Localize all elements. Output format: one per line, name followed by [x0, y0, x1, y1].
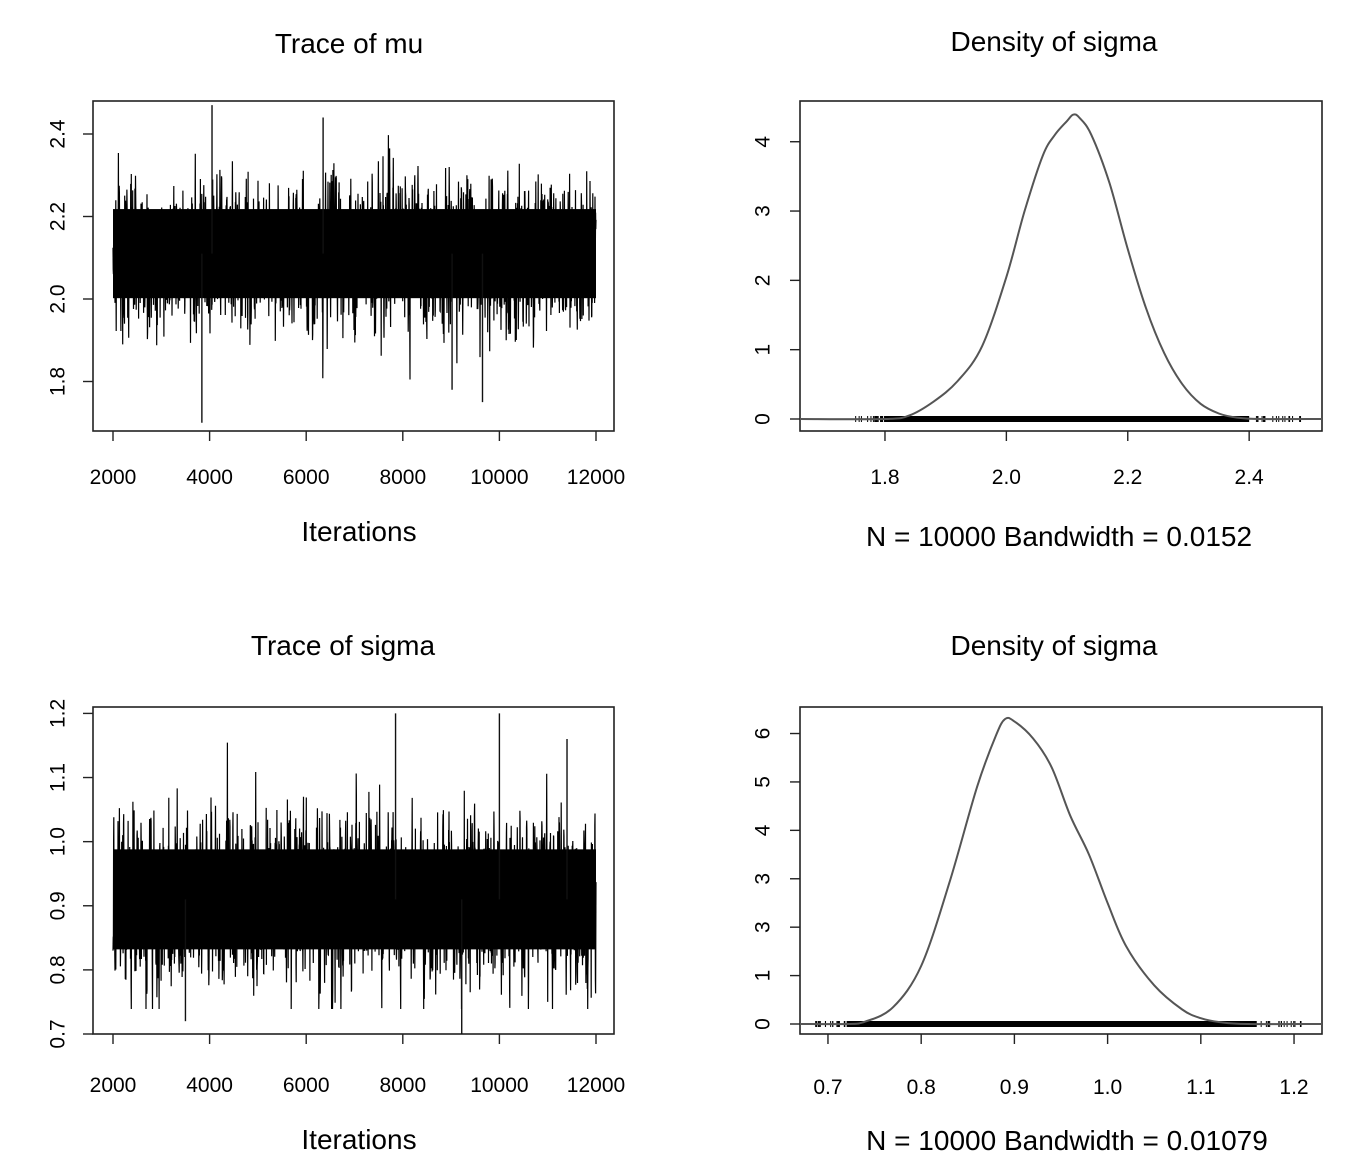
panel-density-top: Density of sigma 1.8 2.0 2.2 2.4 0 1 2 3 4 N = …: [751, 26, 1323, 552]
rug-band: [884, 416, 1250, 422]
density-series: [799, 716, 1323, 1027]
x-tick-label: 0.8: [907, 1076, 936, 1099]
y-tick-label: 4: [751, 136, 774, 148]
x-tick-label: 12000: [567, 466, 625, 489]
y-tick-label: 2: [751, 275, 774, 287]
x-axis-label: Iterations: [301, 1124, 416, 1155]
y-tick-label: 0.8: [46, 955, 69, 984]
x-tick-label: 10000: [470, 1074, 528, 1097]
y-tick-label: 0: [751, 413, 774, 425]
x-axis: 2000 4000 6000 8000 10000 12000: [90, 431, 625, 489]
x-tick-label: 10000: [470, 466, 528, 489]
x-tick-label: 1.8: [870, 466, 899, 489]
y-axis: 0 1 2 3 4: [751, 136, 800, 425]
y-tick-label: 2.4: [46, 119, 69, 149]
y-tick-label: 3: [751, 873, 774, 885]
x-axis: 0.7 0.8 0.9 1.0 1.1 1.2: [813, 1034, 1309, 1099]
x-tick-label: 1.2: [1279, 1076, 1308, 1099]
y-tick-label: 3: [751, 921, 774, 933]
trace-core: [113, 209, 596, 299]
chart-title: Density of sigma: [951, 630, 1158, 661]
density-curve: [799, 716, 1323, 1026]
x-tick-label: 12000: [567, 1074, 625, 1097]
x-tick-label: 2000: [90, 466, 137, 489]
y-tick-label: 1.2: [46, 699, 69, 728]
x-axis: 2000 4000 6000 8000 10000 12000: [90, 1034, 625, 1097]
density-series: [799, 113, 1323, 422]
panel-trace-mu: Trace of mu 2000 4000 6000 8000 10000 12000 1…: [46, 28, 625, 547]
x-tick-label: 8000: [379, 466, 426, 489]
x-tick-label: 0.7: [813, 1076, 842, 1099]
y-tick-label: 2.0: [46, 284, 69, 313]
y-tick-label: 5: [751, 776, 774, 788]
trace-core: [113, 849, 596, 950]
y-tick-label: 4: [751, 824, 774, 836]
plot-frame: [799, 706, 1323, 1035]
chart-title: Trace of sigma: [251, 630, 436, 661]
trace-series: [112, 713, 597, 1034]
chart-title: Density of sigma: [951, 26, 1158, 57]
plot-frame: [92, 706, 615, 1035]
y-axis: 0.7 0.8 0.9 1.0 1.1 1.2: [46, 699, 93, 1049]
x-tick-label: 2.2: [1113, 466, 1142, 489]
x-tick-label: 2.0: [992, 466, 1021, 489]
y-tick-label: 0.9: [46, 891, 69, 920]
panel-density-bottom: Density of sigma 0.7 0.8 0.9 1.0 1.1 1.2 0 1 3 3…: [751, 630, 1323, 1156]
y-tick-label: 6: [751, 728, 774, 740]
density-curve: [799, 113, 1323, 421]
y-tick-label: 1.1: [46, 763, 69, 792]
rug-marks: [855, 416, 1302, 422]
x-tick-label: 0.9: [1000, 1076, 1029, 1099]
panel-trace-sigma: Trace of sigma 2000 4000 6000 8000 10000 1200…: [46, 630, 625, 1155]
x-axis-label: N = 10000 Bandwidth = 0.0152: [866, 521, 1252, 552]
trace-series: [112, 105, 597, 423]
x-tick-label: 2.4: [1235, 466, 1265, 489]
plot-frame: [92, 100, 615, 432]
x-tick-label: 4000: [186, 466, 233, 489]
x-tick-label: 2000: [90, 1074, 137, 1097]
y-tick-label: 1.0: [46, 827, 69, 856]
x-axis-label: N = 10000 Bandwidth = 0.01079: [866, 1125, 1268, 1156]
x-tick-label: 6000: [283, 466, 330, 489]
x-tick-label: 1.0: [1093, 1076, 1122, 1099]
plot-frame: [799, 100, 1323, 432]
x-tick-label: 1.1: [1186, 1076, 1215, 1099]
x-tick-label: 8000: [379, 1074, 426, 1097]
x-axis: 1.8 2.0 2.2 2.4: [870, 431, 1264, 489]
x-axis-label: Iterations: [301, 516, 416, 547]
rug-band: [846, 1021, 1257, 1027]
x-tick-label: 4000: [186, 1074, 233, 1097]
chart-title: Trace of mu: [275, 28, 423, 59]
y-axis: 1.8 2.0 2.2 2.4: [46, 119, 93, 396]
y-tick-label: 0: [751, 1018, 774, 1030]
y-tick-label: 2.2: [46, 202, 69, 231]
y-tick-label: 1.8: [46, 367, 69, 396]
y-tick-label: 0.7: [46, 1019, 69, 1048]
y-axis: 0 1 3 3 4 5 6: [751, 728, 800, 1030]
y-tick-label: 1: [751, 344, 774, 356]
y-tick-label: 1: [751, 970, 774, 982]
y-tick-label: 3: [751, 205, 774, 217]
x-tick-label: 6000: [283, 1074, 330, 1097]
